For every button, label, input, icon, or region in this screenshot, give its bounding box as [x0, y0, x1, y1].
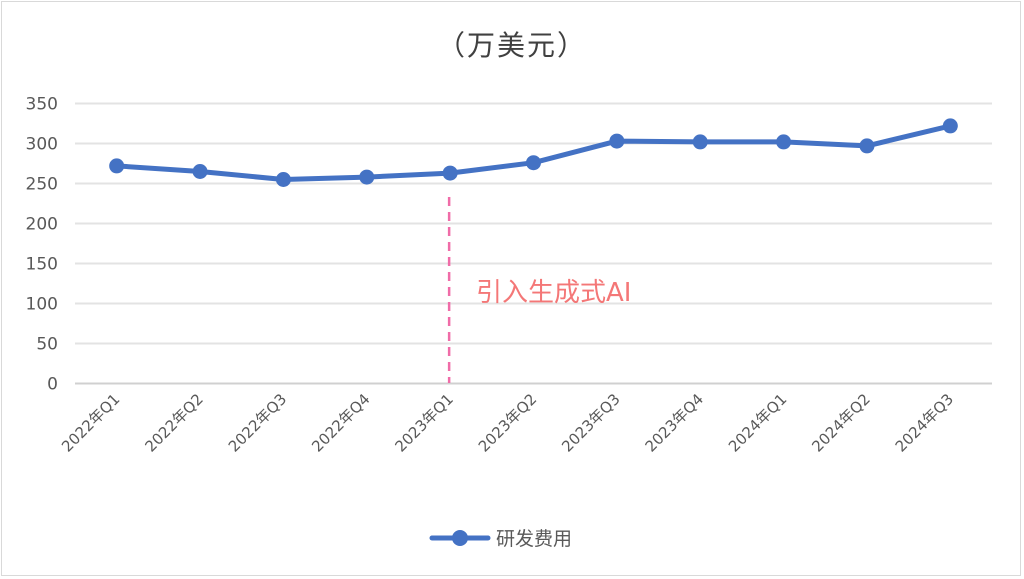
data-point — [692, 134, 708, 150]
x-tick-label: 2023年Q3 — [558, 390, 623, 455]
series-line — [109, 118, 958, 187]
data-point — [526, 155, 541, 171]
series-polyline — [114, 123, 953, 182]
annotation-text: 引入生成式AI — [476, 278, 631, 308]
y-tick-label: 50 — [36, 335, 58, 355]
legend: 研发费用 — [429, 528, 572, 550]
data-point — [859, 138, 875, 154]
x-axis: 2022年Q1 2022年Q2 2022年Q3 2022年Q4 2023年Q1 2023年… — [58, 390, 957, 455]
x-tick-label: 2023年Q2 — [475, 390, 540, 455]
x-tick-label: 2023年Q4 — [642, 390, 707, 455]
data-point — [442, 165, 458, 181]
y-tick-label: 250 — [26, 175, 58, 195]
data-point — [359, 169, 375, 185]
legend-label: 研发费用 — [496, 528, 572, 550]
y-axis: 0 50 100 150 200 250 300 350 — [26, 95, 58, 395]
x-tick-label: 2024年Q1 — [725, 390, 790, 455]
data-point — [942, 118, 958, 134]
chart-title: （万美元） — [436, 29, 587, 62]
x-tick-label: 2022年Q4 — [308, 390, 373, 455]
data-point — [109, 158, 125, 174]
x-tick-label: 2024年Q3 — [892, 390, 957, 455]
x-tick-label: 2022年Q2 — [141, 390, 206, 455]
x-tick-label: 2022年Q1 — [58, 390, 123, 455]
y-tick-label: 150 — [26, 255, 58, 275]
y-tick-label: 350 — [26, 95, 58, 115]
x-tick-label: 2022年Q3 — [225, 390, 290, 455]
data-point — [192, 164, 208, 179]
gridlines — [75, 102, 992, 385]
legend-dot-marker — [452, 530, 468, 546]
y-tick-label: 0 — [47, 375, 58, 395]
y-tick-label: 300 — [26, 135, 58, 155]
annotation-group: 引入生成式AI — [447, 197, 631, 383]
x-tick-label: 2024年Q2 — [808, 390, 873, 455]
y-tick-label: 200 — [26, 215, 58, 235]
y-tick-label: 100 — [26, 295, 58, 315]
data-point — [776, 134, 792, 150]
data-point — [609, 133, 625, 149]
x-tick-label: 2023年Q1 — [392, 390, 457, 455]
data-point — [275, 172, 291, 187]
